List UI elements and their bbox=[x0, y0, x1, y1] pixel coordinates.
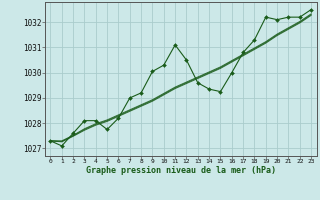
X-axis label: Graphe pression niveau de la mer (hPa): Graphe pression niveau de la mer (hPa) bbox=[86, 166, 276, 175]
